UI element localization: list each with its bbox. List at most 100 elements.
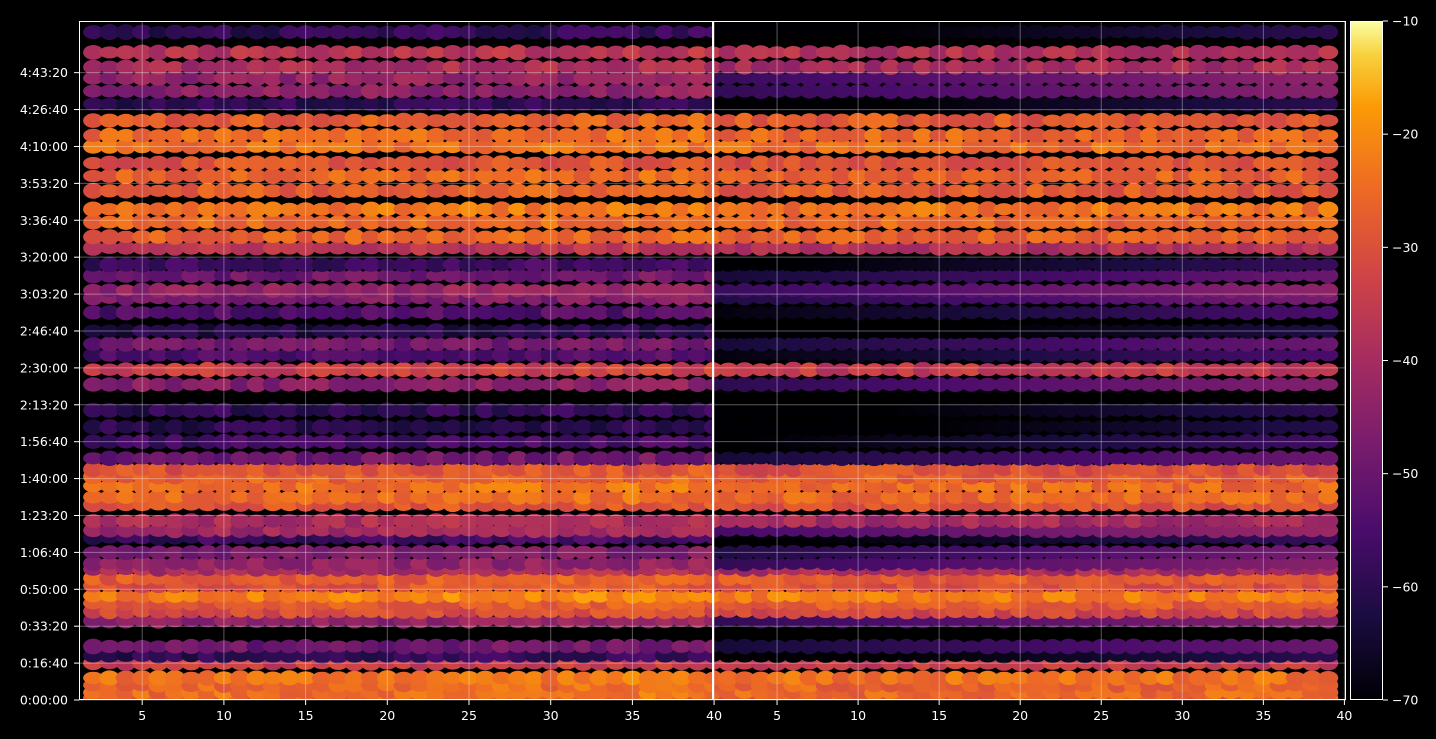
heatmap-cell [556,544,578,560]
heatmap-cell [1285,377,1306,392]
heatmap-cell [638,336,659,352]
heatmap-cell [638,184,659,198]
heatmap-cell [1204,183,1225,199]
heatmap-cell [556,324,578,338]
heatmap-cell [132,268,153,283]
heatmap-cell [961,138,982,155]
heatmap-cell [1172,671,1193,685]
heatmap-cell [1058,337,1079,351]
heatmap-cell [864,84,885,98]
heatmap-cell [197,377,218,392]
heatmap-cell [181,44,202,61]
heatmap-cell [929,376,950,393]
heatmap-cell [83,452,104,465]
heatmap-cell [1285,284,1306,297]
heatmap-cell [458,324,480,338]
heatmap-cell [1220,546,1241,559]
heatmap-cell [750,348,771,362]
heatmap-cell [606,323,627,339]
heatmap-cell [1107,479,1128,493]
heatmap-cell [328,282,349,299]
heatmap-cell [360,434,382,450]
heatmap-cell [475,155,496,172]
heatmap-cell [491,215,512,229]
heatmap-cell [311,362,332,378]
heatmap-cell [1074,336,1096,352]
heatmap-cell [344,640,365,653]
heatmap-cell [1010,557,1031,570]
heatmap-cell [1139,463,1160,476]
heatmap-cell [344,168,365,184]
heatmap-cell [766,376,788,393]
heatmap-cell [831,376,853,393]
heatmap-cell [1269,269,1290,283]
heatmap-cell [213,46,234,59]
heatmap-cell [1091,463,1112,476]
heatmap-cell [328,241,349,255]
heatmap-cell [181,671,202,685]
heatmap-cell [377,84,398,99]
heatmap-cell [945,376,966,393]
heatmap-cell [540,305,561,320]
heatmap-cell [880,83,901,100]
heatmap-cell [458,377,480,392]
heatmap-cell [213,127,234,143]
heatmap-cell [671,522,692,538]
heatmap-cell [1010,127,1031,143]
heatmap-cell [115,556,136,571]
heatmap-cell [848,402,869,419]
heatmap-cell [912,70,934,86]
heatmap-cell [1058,129,1079,142]
heatmap-cell [831,323,853,339]
heatmap-cell [848,168,869,184]
heatmap-cell [197,420,218,434]
heatmap-cell [1107,97,1128,111]
heatmap-cell [99,402,120,418]
heatmap-cell [750,377,771,392]
heatmap-cell [1091,169,1112,183]
heatmap-cell [556,557,578,570]
heatmap-cell [606,556,627,571]
heatmap-cell [1204,169,1225,183]
heatmap-cell [1107,324,1128,338]
heatmap-cell [1253,670,1274,686]
heatmap-cell [1123,84,1144,98]
heatmap-cell [556,378,578,391]
heatmap-cell [734,268,755,284]
heatmap-cell [1156,377,1177,392]
heatmap-cell [409,347,431,363]
heatmap-cell [524,127,545,144]
heatmap-cell [831,306,853,319]
heatmap-cell [622,489,643,505]
heatmap-cell [132,513,153,529]
heatmap-cell [99,24,120,41]
heatmap-cell [671,462,692,477]
heatmap-cell [718,614,739,627]
heatmap-cell [83,182,104,199]
heatmap-cell [912,201,934,218]
heatmap-cell [945,490,966,504]
heatmap-cell [377,305,398,320]
heatmap-cell [491,283,512,298]
heatmap-cell [993,363,1015,376]
heatmap-cell [848,257,869,272]
heatmap-cell [360,555,382,572]
heatmap-cell [1026,462,1047,477]
heatmap-cell [475,556,496,571]
heatmap-cell [718,284,739,297]
heatmap-cell [507,128,529,143]
heatmap-cell [1253,514,1274,528]
heatmap-cell [993,258,1015,271]
heatmap-cell [896,128,917,142]
heatmap-cell [164,268,185,283]
heatmap-cell [328,114,349,127]
heatmap-cell [328,127,349,143]
heatmap-cell [197,434,218,450]
heatmap-cell [164,305,185,320]
heatmap-cell [1107,168,1128,184]
heatmap-cell [1139,670,1160,685]
heatmap-cell [638,419,659,435]
heatmap-cell [864,168,885,184]
heatmap-cell [945,184,966,198]
heatmap-cell [1172,546,1193,559]
